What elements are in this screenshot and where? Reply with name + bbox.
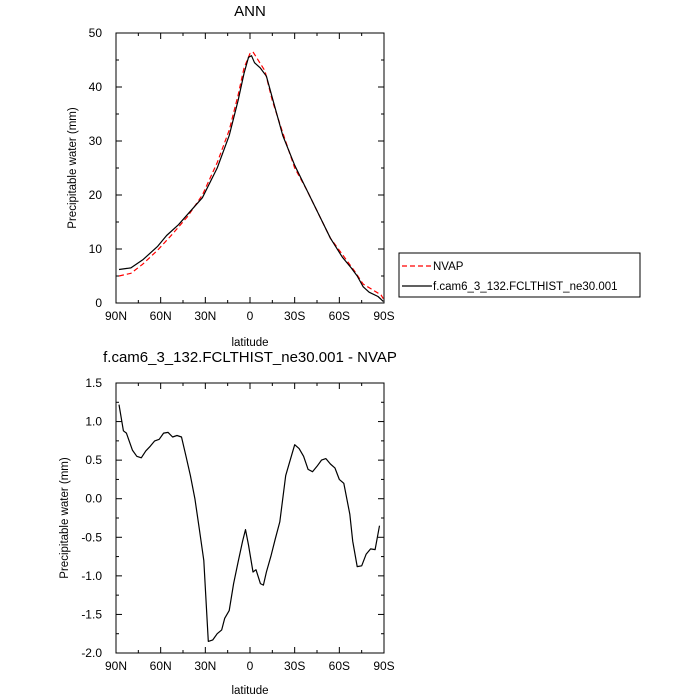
bottom-panel-y-tick-label: 0.5 [85, 453, 102, 467]
bottom-panel-y-tick-label: 0.0 [85, 492, 102, 506]
top-panel-x-tick-label: 90S [373, 309, 394, 323]
bottom-panel-x-tick-label: 0 [247, 659, 254, 673]
bottom-panel-y-tick-label: 1.0 [85, 415, 102, 429]
bottom-panel-series-line-1 [118, 404, 381, 642]
legend-label-model: f.cam6_3_132.FCLTHIST_ne30.001 [433, 281, 618, 293]
bottom-panel-y-tick-label: -0.5 [81, 530, 102, 544]
bottom-panel: f.cam6_3_132.FCLTHIST_ne30.001 - NVAP Pr… [59, 349, 397, 697]
bottom-panel-x-axis-label: latitude [231, 685, 268, 697]
bottom-panel-x-tick-label: 90N [105, 659, 127, 673]
bottom-panel-x-tick-label: 60N [150, 659, 172, 673]
top-panel-y-tick-label: 0 [95, 296, 102, 310]
top-panel-x-tick-label: 60N [150, 309, 172, 323]
top-panel-y-tick-label: 40 [89, 80, 103, 94]
top-panel-x-axis-label: latitude [231, 337, 268, 349]
legend-box [398, 252, 641, 298]
legend-label-nvap: NVAP [433, 261, 464, 273]
bottom-panel-y-tick-label: 1.5 [85, 376, 102, 390]
top-panel-x-tick-label: 60S [329, 309, 350, 323]
bottom-panel-title: f.cam6_3_132.FCLTHIST_ne30.001 - NVAP [103, 349, 397, 366]
bottom-panel-y-tick-label: -2.0 [81, 646, 102, 660]
top-panel-x-tick-label: 30S [284, 309, 305, 323]
top-panel-x-tick-label: 30N [194, 309, 216, 323]
legend: NVAP f.cam6_3_132.FCLTHIST_ne30.001 [398, 252, 641, 298]
bottom-panel-x-tick-label: 90S [373, 659, 394, 673]
bottom-panel-y-tick-label: -1.0 [81, 569, 102, 583]
top-panel-x-tick-label: 90N [105, 309, 127, 323]
top-panel-series-line-1 [118, 51, 384, 300]
bottom-panel-plot-frame [115, 382, 385, 654]
top-panel-y-tick-label: 10 [89, 242, 103, 256]
top-panel-y-tick-label: 30 [89, 134, 103, 148]
top-panel: ANN Precipitable water (mm) latitude 90N… [67, 3, 395, 349]
top-panel-y-axis-label: Precipitable water (mm) [67, 107, 79, 229]
top-panel-title: ANN [234, 3, 266, 20]
bottom-panel-y-tick-label: -1.5 [81, 607, 102, 621]
top-panel-x-tick-label: 0 [247, 309, 254, 323]
top-panel-plot-frame [115, 32, 385, 304]
bottom-panel-x-tick-label: 30S [284, 659, 305, 673]
top-panel-y-tick-label: 50 [89, 26, 103, 40]
bottom-panel-x-tick-label: 30N [194, 659, 216, 673]
top-panel-series-line-2 [118, 55, 384, 302]
bottom-panel-x-tick-label: 60S [329, 659, 350, 673]
top-panel-y-tick-label: 20 [89, 188, 103, 202]
bottom-panel-y-axis-label: Precipitable water (mm) [59, 457, 71, 579]
